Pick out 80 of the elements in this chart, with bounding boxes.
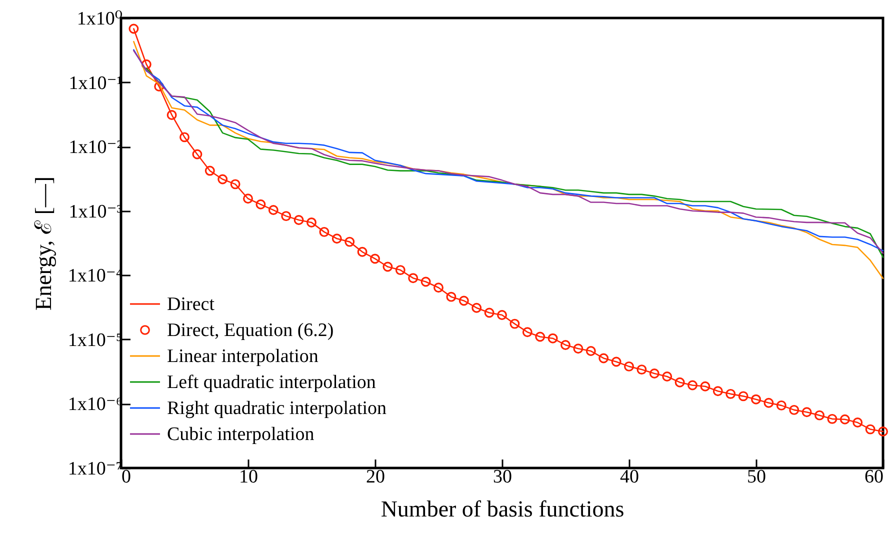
point [878,426,888,436]
y-tick-label: 1x10⁻⁵ [68,330,122,351]
point [395,265,406,276]
point [484,308,494,318]
point [649,368,660,378]
legend-label: Cubic interpolation [167,424,315,445]
legend-label: Left quadratic interpolation [167,372,376,393]
point [332,234,342,244]
point [674,377,685,388]
point [243,194,253,204]
point [611,356,622,367]
point [446,292,456,302]
x-tick-label: 50 [747,466,766,488]
point [434,282,444,293]
point [738,391,748,402]
point [306,217,316,228]
point [700,381,710,392]
x-tick-label: 60 [864,466,884,488]
point [192,149,202,160]
point [814,410,824,420]
point [636,364,647,375]
point [789,404,800,415]
x-tick-label: 30 [493,466,512,488]
point [281,211,292,222]
point [256,199,266,210]
point [865,424,876,434]
point [344,236,355,247]
point [268,205,278,216]
point [688,380,698,390]
point [586,346,596,356]
y-tick-label: 1x10⁻¹ [68,72,123,94]
legend-label: Direct [167,294,216,315]
x-axis-title: Number of basis functions [380,496,624,522]
x-tick-label: 10 [239,466,258,488]
point [166,110,177,120]
x-tick-label: 0 [122,466,131,488]
point [751,394,761,404]
point [154,82,164,92]
y-tick-label: 1x10⁰ [76,8,123,30]
point [382,262,393,272]
x-tick-label: 20 [366,466,385,488]
point [230,179,240,190]
point [598,353,609,364]
point [840,414,850,424]
y-tick-label: 1x10⁻⁶ [68,394,122,416]
point [548,333,558,344]
point [218,174,228,184]
point [852,418,863,428]
x-tick-label: 40 [620,466,639,488]
point [128,24,139,34]
point [180,132,190,142]
legend-label: Linear interpolation [167,346,319,367]
point [726,388,736,399]
point [420,276,431,287]
point [294,215,304,226]
point [472,302,482,313]
point [776,400,786,410]
point [370,254,380,264]
point [497,310,507,320]
legend-label: Direct, Equation (6.2) [167,320,334,341]
point [573,344,584,354]
point [458,296,469,306]
point [535,332,546,342]
point [408,273,418,284]
point [522,327,532,338]
y-tick-label: 1x10⁻⁷ [68,458,122,480]
point [319,226,330,237]
point [204,166,215,176]
point [827,414,838,424]
point [510,318,520,329]
point [802,407,812,418]
point [712,386,723,396]
legend-label: Right quadratic interpolation [167,398,387,419]
point [624,361,634,372]
point [764,398,774,408]
point [141,59,152,70]
point [560,340,570,350]
point [357,246,368,257]
y-axis-title: Energy, ℰ [—] [30,176,56,311]
point [662,372,672,382]
